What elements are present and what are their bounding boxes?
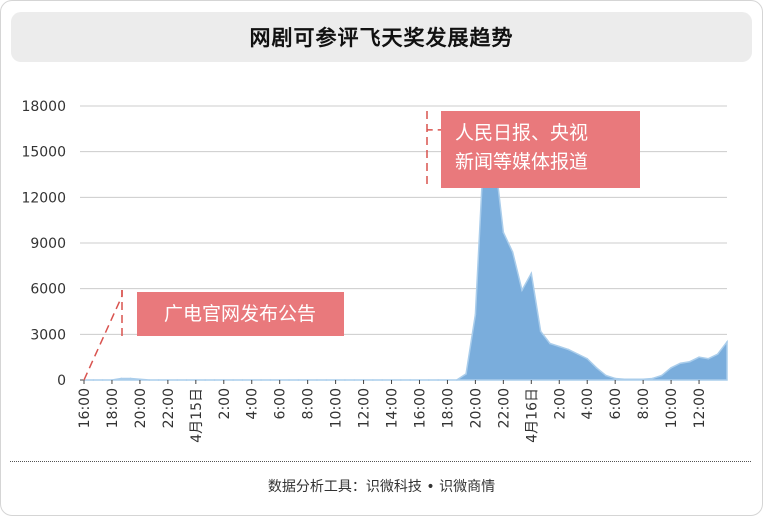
x-tick-label: 4月16日: [524, 388, 540, 443]
annotation-text: 广电官网发布公告: [164, 303, 316, 325]
data-point: [605, 374, 607, 377]
x-tick-label: 2:00: [552, 388, 568, 419]
data-point: [688, 360, 691, 363]
data-point: [679, 362, 682, 365]
data-point: [176, 379, 178, 381]
x-tick-label: 6:00: [608, 388, 624, 419]
data-point: [288, 379, 290, 381]
data-point: [670, 367, 672, 369]
data-point: [577, 353, 579, 355]
data-point: [539, 330, 542, 333]
data-point: [549, 342, 551, 345]
data-point: [586, 357, 589, 360]
data-point: [502, 231, 505, 234]
x-tick-label: 18:00: [440, 388, 456, 428]
data-point: [707, 357, 710, 360]
data-point: [511, 251, 514, 253]
title-bar: 网剧可参评飞天奖发展趋势: [11, 12, 752, 62]
data-point: [129, 377, 132, 380]
data-point: [558, 345, 561, 348]
data-point: [437, 379, 439, 381]
data-point: [660, 374, 663, 377]
x-tick-label: 18:00: [105, 388, 121, 428]
data-point: [623, 378, 626, 381]
data-point: [409, 379, 411, 381]
data-point: [651, 377, 654, 380]
data-point: [213, 379, 216, 381]
data-point: [344, 379, 346, 381]
data-point: [157, 379, 160, 381]
data-point: [185, 379, 188, 381]
annotation-box: [137, 292, 344, 336]
data-point: [642, 378, 644, 381]
data-point: [465, 373, 467, 375]
annotation-box: [441, 111, 640, 188]
y-tick-label: 3000: [30, 327, 66, 343]
data-point: [726, 341, 728, 343]
data-point: [204, 379, 206, 381]
data-point: [260, 379, 262, 381]
data-point: [633, 378, 635, 381]
annotation-text: 新闻等媒体报道: [455, 151, 588, 173]
x-tick-label: 20:00: [468, 388, 484, 428]
x-tick-label: 22:00: [496, 388, 512, 428]
x-tick-label: 10:00: [329, 388, 345, 428]
y-tick-label: 18000: [21, 99, 66, 115]
y-tick-label: 0: [57, 373, 66, 389]
footer-source: 数据分析工具：识微科技 • 识微商情: [267, 479, 496, 495]
x-tick-label: 16:00: [77, 388, 93, 428]
data-point: [316, 379, 318, 381]
x-tick-label: 22:00: [161, 388, 177, 428]
data-point: [530, 272, 533, 275]
data-point: [372, 379, 374, 381]
data-point: [567, 348, 570, 351]
annotation-pointer: [83, 290, 123, 381]
x-tick-label: 20:00: [133, 388, 149, 428]
data-point: [614, 377, 616, 380]
x-tick-label: 8:00: [301, 388, 317, 419]
data-point: [595, 367, 598, 369]
data-point: [148, 379, 151, 381]
data-point: [269, 379, 272, 381]
data-point: [455, 379, 458, 381]
x-tick-label: 10:00: [664, 388, 680, 428]
data-point: [428, 379, 430, 381]
data-point: [400, 379, 402, 381]
x-tick-label: 4:00: [245, 388, 261, 419]
x-tick-label: 4月15日: [189, 388, 205, 443]
data-point: [381, 379, 384, 381]
data-point: [716, 353, 719, 355]
data-point: [698, 356, 700, 358]
x-tick-label: 14:00: [385, 388, 401, 428]
data-point: [232, 379, 234, 381]
x-tick-label: 2:00: [217, 388, 233, 419]
y-tick-label: 12000: [21, 190, 66, 206]
chart-title: 网剧可参评飞天奖发展趋势: [249, 26, 514, 50]
x-tick-label: 12:00: [692, 388, 708, 428]
data-point: [139, 378, 141, 381]
series-area: [84, 131, 728, 381]
annotation-text: 人民日报、央视: [455, 122, 588, 144]
data-point: [353, 379, 356, 381]
data-point: [325, 379, 328, 381]
data-point: [101, 379, 104, 381]
x-tick-label: 12:00: [357, 388, 373, 428]
data-point: [521, 289, 523, 291]
y-tick-label: 6000: [30, 282, 66, 298]
y-tick-label: 15000: [21, 145, 66, 161]
data-point: [297, 379, 300, 381]
x-tick-label: 8:00: [636, 388, 652, 419]
data-point: [474, 313, 477, 316]
data-point: [120, 377, 123, 380]
data-point: [241, 379, 244, 381]
x-tick-label: 6:00: [273, 388, 289, 419]
footer-divider: [10, 461, 751, 462]
x-tick-label: 4:00: [580, 388, 596, 419]
x-tick-label: 16:00: [412, 388, 428, 428]
data-point: [92, 379, 95, 381]
y-tick-label: 9000: [30, 236, 66, 252]
